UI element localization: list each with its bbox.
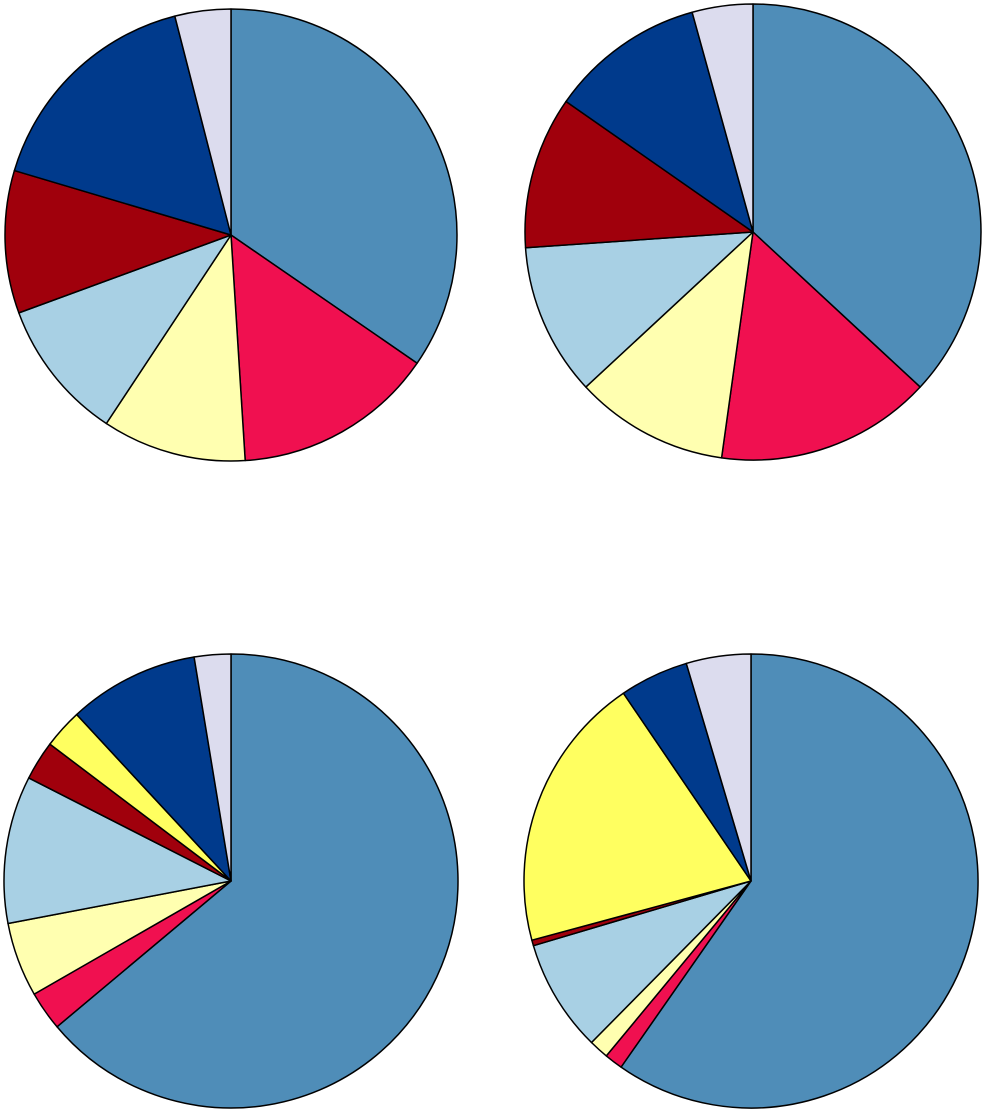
pie-slice: [524, 231, 754, 388]
pie-slice: [565, 11, 754, 233]
pie-slice: [4, 169, 232, 314]
pie-slice: [75, 656, 232, 882]
pie-slice: [752, 3, 982, 388]
pie-chart: [4, 8, 458, 462]
pie-slice: [56, 653, 459, 1109]
pie-slice: [3, 777, 232, 925]
pie-slice: [720, 231, 921, 461]
pie-slice: [193, 653, 232, 882]
pie-slice: [524, 100, 754, 249]
pie-slice: [174, 8, 232, 236]
pie-slice: [523, 692, 752, 941]
pie-slice: [18, 234, 232, 425]
pie-chart: [523, 653, 979, 1109]
pie-slice: [105, 234, 246, 462]
pie-slice: [230, 234, 418, 462]
pie-slice: [532, 880, 752, 1044]
pie-slice: [685, 653, 752, 882]
pie-chart: [524, 3, 982, 461]
pie-slice: [230, 8, 458, 364]
pie-chart: [3, 653, 459, 1109]
pie-slice: [620, 653, 979, 1109]
pie-slice: [13, 15, 232, 236]
pie-slice: [691, 3, 754, 233]
pie-slice: [585, 231, 754, 459]
